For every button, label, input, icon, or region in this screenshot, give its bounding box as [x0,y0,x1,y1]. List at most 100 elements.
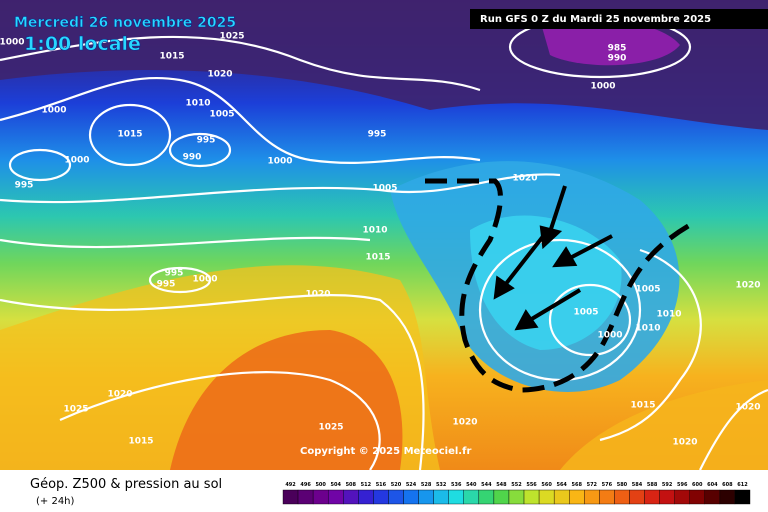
isobar [0,35,481,92]
arrow [503,228,550,287]
scale-swatch [659,489,675,505]
legend-scale: 492 496 500 504 508 512 516 520 524 528 532 536 540 5… [282,482,751,505]
scale-label: 608 [722,482,733,488]
scale-label: 560 [541,482,552,488]
scale-label: 592 [662,482,673,488]
isobar-label: 1000 [0,38,25,48]
isobar-label: 1015 [128,437,153,447]
scale-swatch [312,489,329,505]
date-title: Mercredi 26 novembre 2025 [14,15,236,31]
scale-swatch [569,489,585,505]
isobar [59,371,381,471]
scale-swatch [523,489,540,505]
isobar-label: 995 [368,130,387,140]
isobar-label: 1005 [573,308,598,318]
isobar-label: 1015 [159,52,184,62]
isobar [0,76,481,164]
scale-swatch [614,489,630,505]
scale-label: 516 [376,482,387,488]
isobar [0,294,425,471]
isobar-label: 1000 [590,82,615,92]
time-title: 1:00 locale [24,33,141,55]
isobar-label: 1000 [41,106,66,116]
scale-label: 580 [617,482,628,488]
scale-swatch [704,489,721,505]
run-info: Run GFS 0 Z du Mardi 25 novembre 2025 [480,14,711,25]
arrow-head [514,309,539,331]
scale-label: 520 [391,482,402,488]
scale-swatch [343,489,359,505]
isobar-label: 1020 [107,390,132,400]
scale-swatch [418,489,434,505]
scale-swatch [538,489,555,505]
isobars [0,15,768,471]
isobar-label: 1005 [372,184,397,194]
scale-swatch [553,489,570,505]
scale-label: 504 [331,482,342,488]
scale-label: 556 [526,482,537,488]
isobar-label: 1025 [219,32,244,42]
isobar-label: 1005 [635,285,660,295]
scale-swatch [327,489,344,505]
isobar [8,148,72,182]
isobar-label: 1020 [735,281,760,291]
isobar-label: 1025 [63,405,88,415]
scale-label: 536 [451,482,462,488]
scale-label: 496 [300,482,311,488]
scale-swatch [599,489,615,505]
scale-label: 544 [481,482,492,488]
scale-swatch [629,489,645,505]
scale-label: 572 [587,482,598,488]
isobar-label: 1000 [267,157,292,167]
scale-swatch [584,489,600,505]
scale-swatch [388,489,404,505]
isobar-label: 995 [15,181,34,191]
scale-label: 604 [707,482,718,488]
copyright: Copyright © 2025 Meteociel.fr [300,446,471,457]
scale-swatch [734,489,751,505]
isobar-label: 1010 [185,99,210,109]
scale-swatch [448,489,464,505]
scale-label: 588 [647,482,658,488]
isobar-label: 1015 [117,130,142,140]
isobar [168,132,232,168]
isobar-label: 1005 [209,110,234,120]
isobar-label: 1000 [192,275,217,285]
scale-swatch [508,489,525,505]
scale-swatch [674,489,690,505]
scale-swatch [358,489,374,505]
isobar-label: 1025 [318,423,343,433]
scale-swatch [644,489,660,505]
trough-axis [425,178,692,393]
arrow [548,185,567,233]
scale-label: 564 [556,482,567,488]
flow-arrows [493,185,613,331]
isobar-label: 1015 [630,401,655,411]
scale-label: 584 [632,482,643,488]
arrow-head [493,275,515,300]
isobar-label: 1000 [64,156,89,166]
dashed-line [425,178,692,393]
scale-label: 512 [361,482,372,488]
scale-swatch [282,489,299,505]
scale-label: 508 [346,482,357,488]
isobar-label: 1020 [735,403,760,413]
legend-title: Géop. Z500 & pression au sol [30,477,222,492]
scale-swatch [689,489,706,505]
scale-label: 528 [421,482,432,488]
isobar-label: 1010 [362,226,387,236]
scale-swatch [433,489,449,505]
scale-label: 500 [315,482,326,488]
isobar-label: 985 [608,44,627,54]
scale-label: 612 [737,482,748,488]
isobar [699,388,768,471]
scale-label: 576 [602,482,613,488]
isobar-label: 1020 [207,70,232,80]
scale-label: 532 [436,482,447,488]
scale-swatch [463,489,480,505]
legend-subtitle: (+ 24h) [36,496,75,507]
isobar-label: 1010 [656,310,681,320]
arrow [569,234,613,260]
